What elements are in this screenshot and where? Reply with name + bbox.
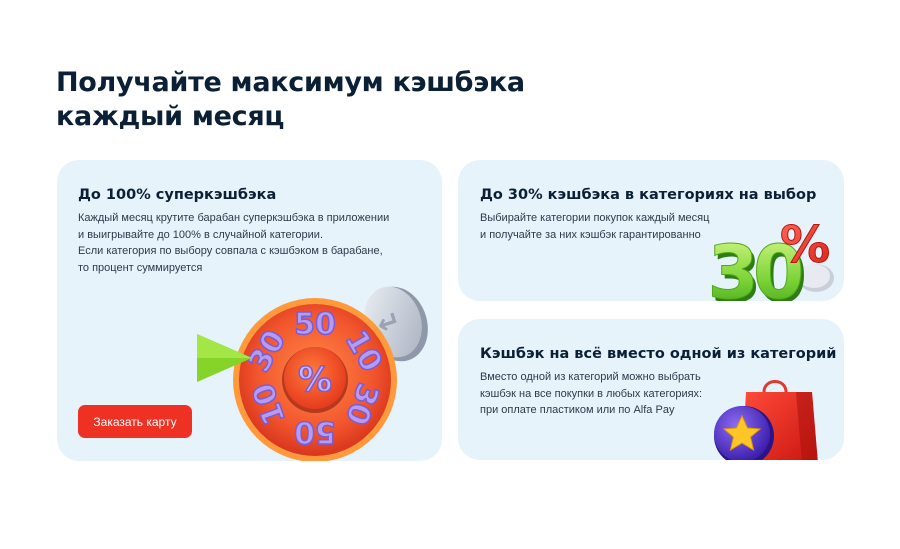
svg-text:%: % <box>298 360 332 400</box>
supercashback-card: До 100% суперкэшбэка Каждый месяц крутит… <box>57 160 442 461</box>
wheel-segment: 50 <box>294 414 336 449</box>
category-cashback-card-text: Выбирайте категории покупок каждый месяц… <box>480 210 709 243</box>
supercashback-card-text: Каждый месяц крутите барабан суперкэшбэк… <box>78 210 389 276</box>
svg-text:%: % <box>780 216 830 274</box>
supercashback-card-title: До 100% суперкэшбэка <box>78 187 277 203</box>
category-cashback-card: До 30% кэшбэка в категориях на выбор Выб… <box>458 160 844 301</box>
page-title-line-2: каждый месяц <box>56 101 285 132</box>
page-title: Получайте максимум кэшбэка каждый месяц <box>56 66 616 134</box>
card-text-line: кэшбэк на все покупки в любых категориях… <box>480 387 703 400</box>
card-text-line: при оплате пластиком или по Alfa Pay <box>480 404 675 416</box>
card-text-line: Выбирайте категории покупок каждый месяц <box>480 212 710 224</box>
page-title-line-1: Получайте максимум кэшбэка <box>56 67 525 98</box>
svg-text:30: 30 <box>708 230 801 301</box>
order-card-button[interactable]: Заказать карту <box>78 405 192 438</box>
shopping-bag-star-icon <box>714 380 818 460</box>
category-cashback-card-title: До 30% кэшбэка в категориях на выбор <box>480 187 817 203</box>
thirty-percent-icon: 30 30 % <box>708 216 834 301</box>
card-text-line: и выигрывайте до 100% в случайной катего… <box>78 228 324 241</box>
card-text-line: то процент суммируется <box>78 261 203 274</box>
all-purchases-cashback-card-text: Вместо одной из категорий можно выбрать … <box>480 369 702 419</box>
all-purchases-cashback-card: Кэшбэк на всё вместо одной из категорий … <box>458 319 844 460</box>
cashback-wheel-icon: ↵ 50 10 30 50 10 30 % <box>197 286 428 461</box>
card-text-line: и получайте за них кэшбэк гарантированно <box>480 228 701 241</box>
card-text-line: Вместо одной из категорий можно выбрать <box>480 371 701 383</box>
wheel-segment: 50 <box>294 307 336 342</box>
card-text-line: Если категория по выбору совпала с кэшбэ… <box>78 245 383 257</box>
all-purchases-cashback-card-title: Кэшбэк на всё вместо одной из категорий <box>480 346 837 362</box>
card-text-line: Каждый месяц крутите барабан суперкэшбэк… <box>78 212 390 224</box>
svg-text:30: 30 <box>711 234 804 301</box>
